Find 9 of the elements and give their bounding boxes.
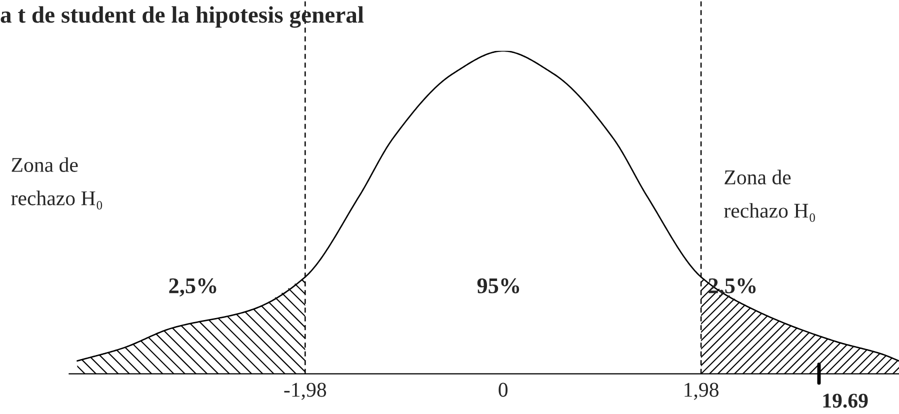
x-tick-label: 1,98 <box>684 382 718 400</box>
chart-title: a t de student de la hipotesis general <box>0 6 364 28</box>
annotation: Zona de rechazo H₀ <box>11 157 102 210</box>
annotation: Zona de rechazo H₀ <box>724 170 815 222</box>
annotation: 95% <box>477 278 520 294</box>
x-tick-label: -1,98 <box>284 382 326 400</box>
x-tick-label: 0 <box>498 382 508 397</box>
annotation: 2,5% <box>169 278 216 297</box>
text: 19.69 <box>823 394 868 408</box>
